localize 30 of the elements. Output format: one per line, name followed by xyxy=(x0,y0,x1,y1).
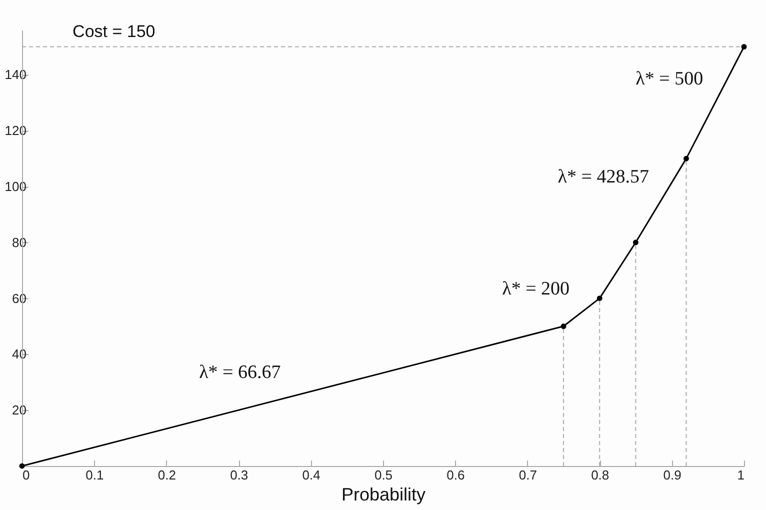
y-tick-label: 100 xyxy=(4,179,26,194)
x-tick-label: 0.5 xyxy=(374,468,393,482)
y-tick-label: 80 xyxy=(12,234,26,250)
x-tick-label: 0.9 xyxy=(663,468,682,482)
point xyxy=(741,44,747,50)
x-tick-label: 0 xyxy=(22,468,30,482)
point xyxy=(596,296,602,302)
point xyxy=(19,463,25,469)
annotation: λ* = 500 xyxy=(636,68,704,90)
annotation: λ* = 66.67 xyxy=(199,362,281,384)
x-tick-label: 0.6 xyxy=(446,468,465,482)
point xyxy=(684,156,689,162)
annotation: λ* = 200 xyxy=(502,278,570,300)
x-tick-label: 0.8 xyxy=(591,468,610,482)
ref-line-label: Cost = 150 xyxy=(72,22,156,41)
x-tick-label: 0.1 xyxy=(86,468,104,482)
x-tick-label: 0.2 xyxy=(158,468,176,482)
x-tick-label: 0.3 xyxy=(230,468,248,482)
point xyxy=(560,324,566,329)
annotation: λ* = 428.57 xyxy=(558,166,649,188)
x-tick-label: 0.7 xyxy=(518,468,537,482)
x-tick-label: 0.4 xyxy=(302,468,320,482)
y-tick-label: 20 xyxy=(12,402,26,418)
y-tick-label: 60 xyxy=(12,290,26,306)
x-tick-label: 1 xyxy=(737,468,744,482)
y-tick-label: 120 xyxy=(4,123,26,138)
x-axis-title: Probability xyxy=(341,484,426,504)
y-tick-label: 140 xyxy=(4,67,26,82)
point xyxy=(632,240,638,246)
y-tick-label: 40 xyxy=(12,346,26,362)
